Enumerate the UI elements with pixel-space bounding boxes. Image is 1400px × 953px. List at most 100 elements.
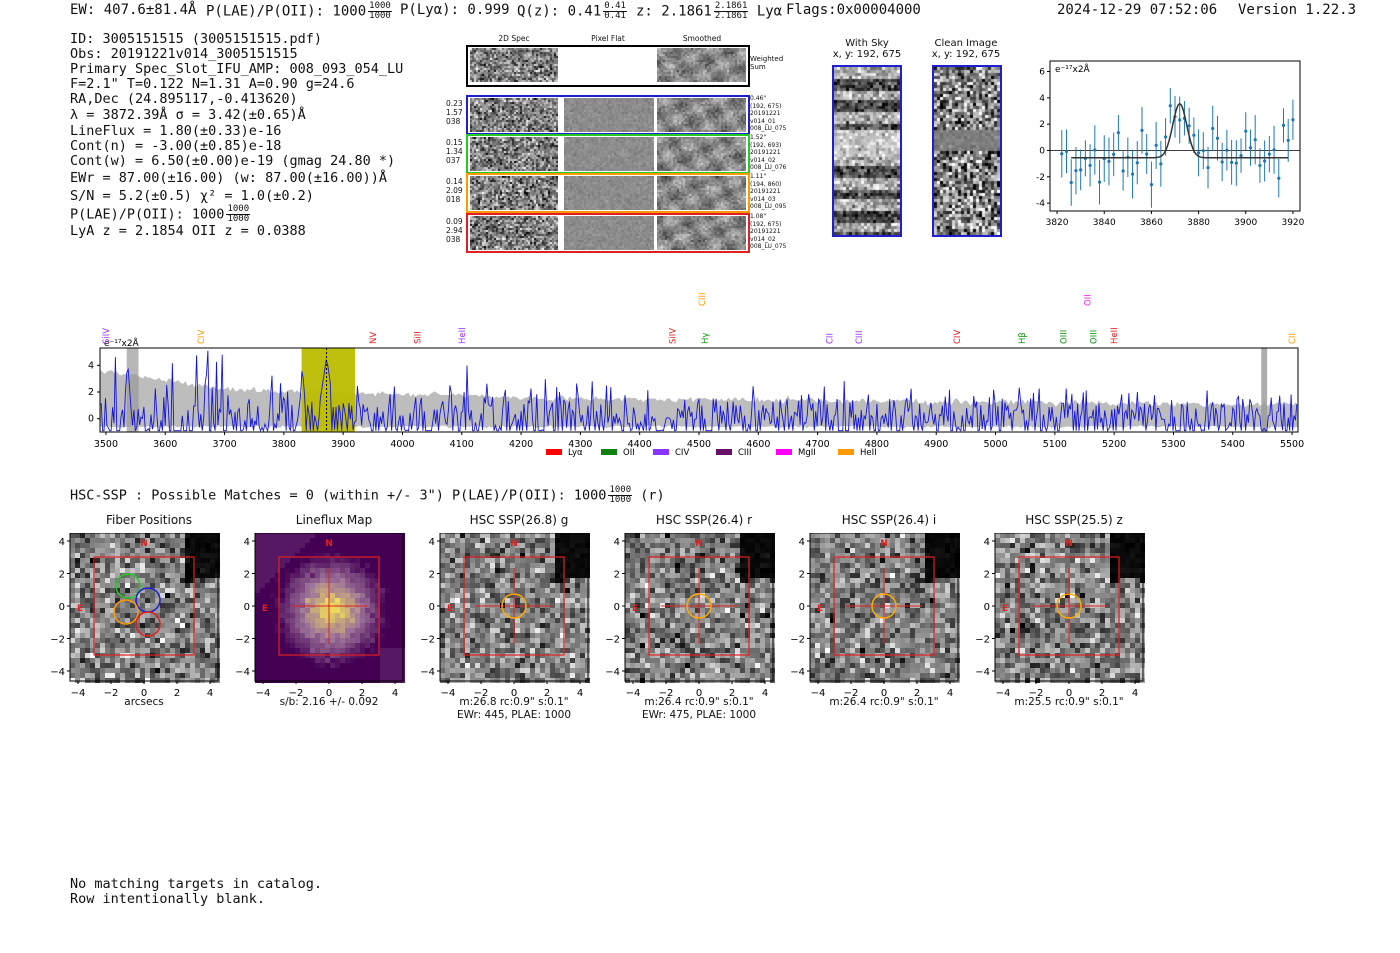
header-z-line: Lyα	[756, 3, 783, 20]
line-marker: SiII	[413, 331, 423, 344]
hsc-y-tick-label: 2	[59, 570, 65, 581]
cutout-row-right-value: 20191221	[750, 110, 781, 117]
hsc-y-tick-label: −4	[235, 667, 250, 678]
hsc-x-tick-label: −2	[1029, 688, 1044, 699]
header-ew: EW: 407.6±81.4Å	[70, 2, 197, 18]
east-label: E	[77, 604, 83, 614]
info-line: EWr = 87.00(±16.00) (w: 87.00(±16.00))Å	[70, 170, 387, 186]
zoom-y-tick-label: -4	[1036, 199, 1045, 209]
zoom-ylabel: e⁻¹⁷x2Å	[1055, 63, 1091, 75]
hsc-panel-image: N E 4 2 0 −2 −4 −4 −2 0 2 4	[605, 533, 775, 699]
legend-label: OII	[623, 448, 635, 458]
legend-swatch	[838, 449, 854, 455]
zoom-point	[1060, 152, 1064, 156]
header-z-label: z: 2.1861	[636, 3, 712, 20]
info-plae-label: P(LAE)/P(OII): 1000	[70, 206, 225, 223]
line-marker-label: NV	[369, 332, 379, 344]
zoom-point	[1206, 166, 1210, 170]
row-pixel-flat	[564, 216, 654, 250]
header-plae-lo: 1000	[369, 11, 391, 21]
spec-x-tick-label: 4000	[390, 439, 414, 450]
hsc-summary-tail: (r)	[640, 487, 665, 504]
info-line: Primary Spec_Slot_IFU_AMP: 008_093_054_L…	[70, 61, 404, 77]
zoom-x-tick-label: 3860	[1140, 218, 1163, 228]
line-marker-label: HeII	[1110, 327, 1120, 344]
zoom-point	[1230, 160, 1234, 164]
hsc-panel-image: N E 4 2 0 −2 −4 −4 −2 0 2 4	[975, 533, 1145, 699]
hsc-x-tick-label: 0	[326, 688, 332, 699]
north-label: N	[695, 539, 703, 549]
zoom-point	[1140, 128, 1144, 132]
cutout-row-left-value: 038	[446, 235, 461, 244]
hsc-panel-image: N E 4 2 0 −2 −4 −4 −2 0 2 4	[50, 533, 220, 699]
cutout-col-title: Pixel Flat	[591, 34, 625, 43]
hsc-x-tick-label: −2	[289, 688, 304, 699]
cutout-row-left-value: 1.34	[446, 147, 463, 156]
hsc-x-tick-label: −2	[844, 688, 859, 699]
line-marker-label: CIII	[855, 331, 865, 344]
hsc-y-tick-label: 0	[799, 602, 805, 613]
zoom-point	[1097, 180, 1102, 184]
hsc-panel-caption: m:26.4 rc:0.9" s:0.1"	[644, 696, 754, 708]
zoom-point	[1192, 133, 1196, 137]
info-plae-frac: 1000 1000	[226, 205, 251, 224]
zoom-x-tick-label: 3820	[1046, 218, 1069, 228]
zoom-point	[1088, 163, 1092, 167]
line-marker: Hγ	[701, 333, 711, 344]
hsc-panel-caption: m:26.8 rc:0.9" s:0.1"	[459, 696, 569, 708]
zoom-point	[1135, 161, 1139, 165]
north-label: N	[880, 539, 888, 549]
hsc-y-tick-label: −2	[50, 635, 65, 646]
header-flags: Flags:0x00004000	[786, 2, 921, 18]
zoom-point	[1093, 148, 1097, 152]
zoom-point	[1272, 148, 1276, 152]
legend-swatch	[776, 449, 792, 455]
header-qz: Q(z): 0.41 0.41 0.41	[517, 2, 627, 21]
cutout-row-left-labels: 0.14 2.09 018	[446, 177, 463, 204]
cutout-row-right-value: 20191221	[750, 149, 781, 156]
spec-x-tick-label: 5400	[1221, 439, 1245, 450]
info-line: λ = 3872.39Å σ = 3.42(±0.65)Å	[70, 107, 306, 123]
footer-line-2: Row intentionally blank.	[70, 891, 266, 907]
cutout-row-right-value: 1.52"	[750, 134, 767, 141]
hsc-y-tick-label: 2	[244, 570, 250, 581]
spec-x-tick-label: 4900	[924, 439, 948, 450]
hsc-y-tick-label: 0	[984, 602, 990, 613]
east-label: E	[817, 604, 823, 614]
hsc-x-tick-label: −4	[996, 688, 1011, 699]
cutout-row-right-value: 008_LU_076	[750, 164, 787, 171]
separator	[560, 175, 563, 211]
info-line: ID: 3005151515 (3005151515.pdf)	[70, 31, 322, 47]
info-line: Cont(w) = 6.50(±0.00)e-19 (gmag 24.80 *)	[70, 153, 396, 169]
line-marker-label: CIV	[197, 330, 207, 344]
cutout-row-left-value: 0.14	[446, 177, 463, 186]
cutout-col-title: 2D Spec	[498, 34, 530, 43]
separator	[560, 215, 563, 251]
hsc-x-tick-label: 2	[174, 688, 180, 699]
spec-y-tick-label: 2	[88, 387, 94, 398]
zoom-point	[1234, 161, 1238, 165]
spec-x-tick-label: 4300	[568, 439, 592, 450]
line-marker-label: CIII	[698, 293, 708, 306]
hsc-x-tick-label: −2	[104, 688, 119, 699]
separator	[654, 97, 657, 133]
zoom-point	[1258, 163, 1262, 168]
header-plae-frac: 1000 1000	[368, 2, 392, 21]
zoom-point	[1248, 146, 1253, 150]
zoom-point	[1244, 129, 1248, 133]
spec-x-tick-label: 4600	[746, 439, 770, 450]
line-marker-label: CII	[1288, 333, 1298, 344]
zoom-point	[1116, 131, 1120, 135]
aperture-box	[648, 556, 750, 656]
line-marker-label: OIII	[1060, 330, 1070, 344]
cutout-row-right-value: (192, 693)	[750, 141, 782, 149]
info-z-line: LyA z = 2.1854 OII z = 0.0388	[70, 223, 306, 239]
spec-x-tick-label: 5200	[1102, 439, 1126, 450]
line-marker-label: CIV	[953, 330, 963, 344]
hsc-y-tick-label: −2	[975, 635, 990, 646]
cutout-row-right-value: v014_02	[750, 156, 776, 164]
spec-x-tick-label: 5000	[983, 439, 1007, 450]
hsc-y-tick-label: −4	[790, 667, 805, 678]
hsc-x-tick-label: −4	[441, 688, 456, 699]
legend-swatch	[546, 449, 562, 455]
